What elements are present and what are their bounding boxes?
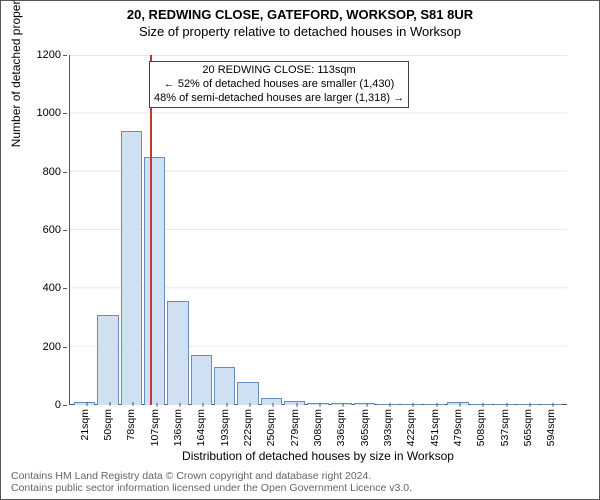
attribution-line: Contains public sector information licen… (11, 482, 412, 495)
y-tick: 1200 (37, 49, 61, 61)
y-tick: 0 (55, 399, 61, 411)
x-tick: 107sqm (149, 409, 161, 446)
histogram-bar (237, 382, 258, 405)
x-tick: 508sqm (475, 409, 487, 446)
y-tick: 1000 (37, 107, 61, 119)
chart-title: 20, REDWING CLOSE, GATEFORD, WORKSOP, S8… (1, 7, 599, 22)
histogram-bar (261, 398, 282, 405)
y-tick: 400 (43, 282, 61, 294)
annotation-line: ← 52% of detached houses are smaller (1,… (154, 78, 404, 92)
x-tick: 594sqm (545, 409, 557, 446)
x-tick: 393sqm (382, 409, 394, 446)
x-tick: 422sqm (405, 409, 417, 446)
x-axis-label: Distribution of detached houses by size … (69, 449, 567, 463)
x-tick: 193sqm (219, 409, 231, 446)
annotation-line: 48% of semi-detached houses are larger (… (154, 92, 404, 106)
histogram-bar (214, 367, 235, 405)
x-tick: 537sqm (499, 409, 511, 446)
x-tick: 50sqm (102, 409, 114, 441)
x-tick: 250sqm (265, 409, 277, 446)
histogram-bar (97, 315, 118, 405)
attribution-line: Contains HM Land Registry data © Crown c… (11, 470, 412, 483)
x-tick: 565sqm (522, 409, 534, 446)
annotation-line: 20 REDWING CLOSE: 113sqm (154, 64, 404, 78)
chart-container: 20, REDWING CLOSE, GATEFORD, WORKSOP, S8… (0, 0, 600, 500)
plot-area: 20 REDWING CLOSE: 113sqm ← 52% of detach… (69, 55, 567, 405)
chart-subtitle: Size of property relative to detached ho… (1, 24, 599, 39)
x-tick: 336sqm (335, 409, 347, 446)
y-tick: 200 (43, 341, 61, 353)
y-tick: 600 (43, 224, 61, 236)
histogram-bar (167, 301, 188, 405)
x-tick: 479sqm (452, 409, 464, 446)
histogram-bar (191, 355, 212, 405)
annotation-box: 20 REDWING CLOSE: 113sqm ← 52% of detach… (149, 61, 409, 108)
x-tick: 279sqm (289, 409, 301, 446)
x-tick: 222sqm (242, 409, 254, 446)
attribution: Contains HM Land Registry data © Crown c… (11, 470, 412, 495)
x-tick: 308sqm (312, 409, 324, 446)
x-tick: 21sqm (79, 409, 91, 441)
x-tick: 78sqm (125, 409, 137, 441)
histogram-bar (144, 157, 165, 405)
x-tick: 365sqm (359, 409, 371, 446)
x-tick: 451sqm (429, 409, 441, 446)
y-tick: 800 (43, 166, 61, 178)
y-axis-ticks: 0 200 400 600 800 1000 1200 (1, 55, 67, 405)
histogram-bar (121, 131, 142, 405)
x-tick: 136sqm (172, 409, 184, 446)
x-tick: 164sqm (195, 409, 207, 446)
